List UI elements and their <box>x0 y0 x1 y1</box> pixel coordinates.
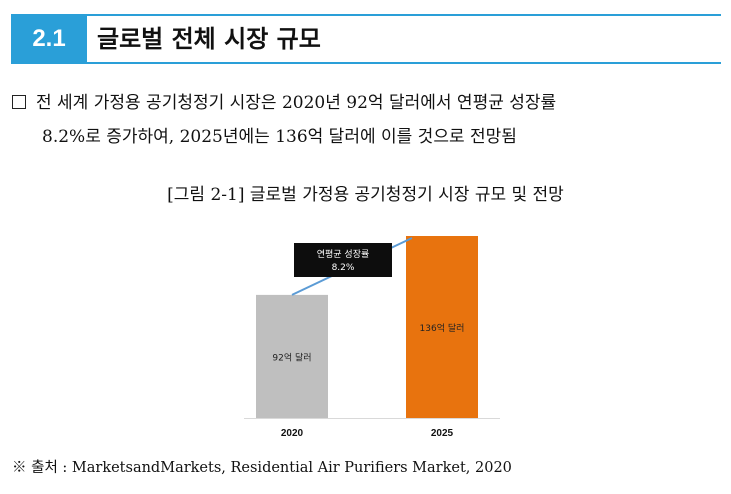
header-top-rule <box>11 14 721 16</box>
x-tick-label: 2020 <box>281 428 304 439</box>
market-size-chart: 92억 달러 2020 136억 달러 2025 연평균 성장률 8.2% <box>244 236 500 439</box>
bullet-line-1: 전 세계 가정용 공기청정기 시장은 2020년 92억 달러에서 연평균 성장… <box>12 86 724 120</box>
section-header: 2.1 글로벌 전체 시장 규모 <box>11 14 721 64</box>
bar-value-label: 92억 달러 <box>272 351 311 363</box>
bar-2025 <box>406 236 478 418</box>
bar-value-label: 136억 달러 <box>420 322 465 334</box>
source-note: ※ 출처 : MarketsandMarkets, Residential Ai… <box>12 460 512 476</box>
annotation-text: 연평균 성장률 <box>317 249 370 260</box>
header-bottom-rule <box>11 62 721 64</box>
checkbox-bullet-icon <box>12 95 26 109</box>
section-number: 2.1 <box>11 16 87 62</box>
body-paragraph: 전 세계 가정용 공기청정기 시장은 2020년 92억 달러에서 연평균 성장… <box>12 86 724 154</box>
annotation-value: 8.2% <box>332 263 355 273</box>
section-title: 글로벌 전체 시장 규모 <box>97 25 321 53</box>
bullet-text-1: 전 세계 가정용 공기청정기 시장은 2020년 92억 달러에서 연평균 성장… <box>36 93 557 113</box>
bullet-line-2: 8.2%로 증가하여, 2025년에는 136억 달러에 이를 것으로 전망됨 <box>42 127 517 147</box>
bar-2020 <box>256 294 328 418</box>
annotation-box <box>294 243 392 277</box>
figure-caption: [그림 2-1] 글로벌 가정용 공기청정기 시장 규모 및 전망 <box>167 185 564 205</box>
x-tick-label: 2025 <box>431 428 454 439</box>
